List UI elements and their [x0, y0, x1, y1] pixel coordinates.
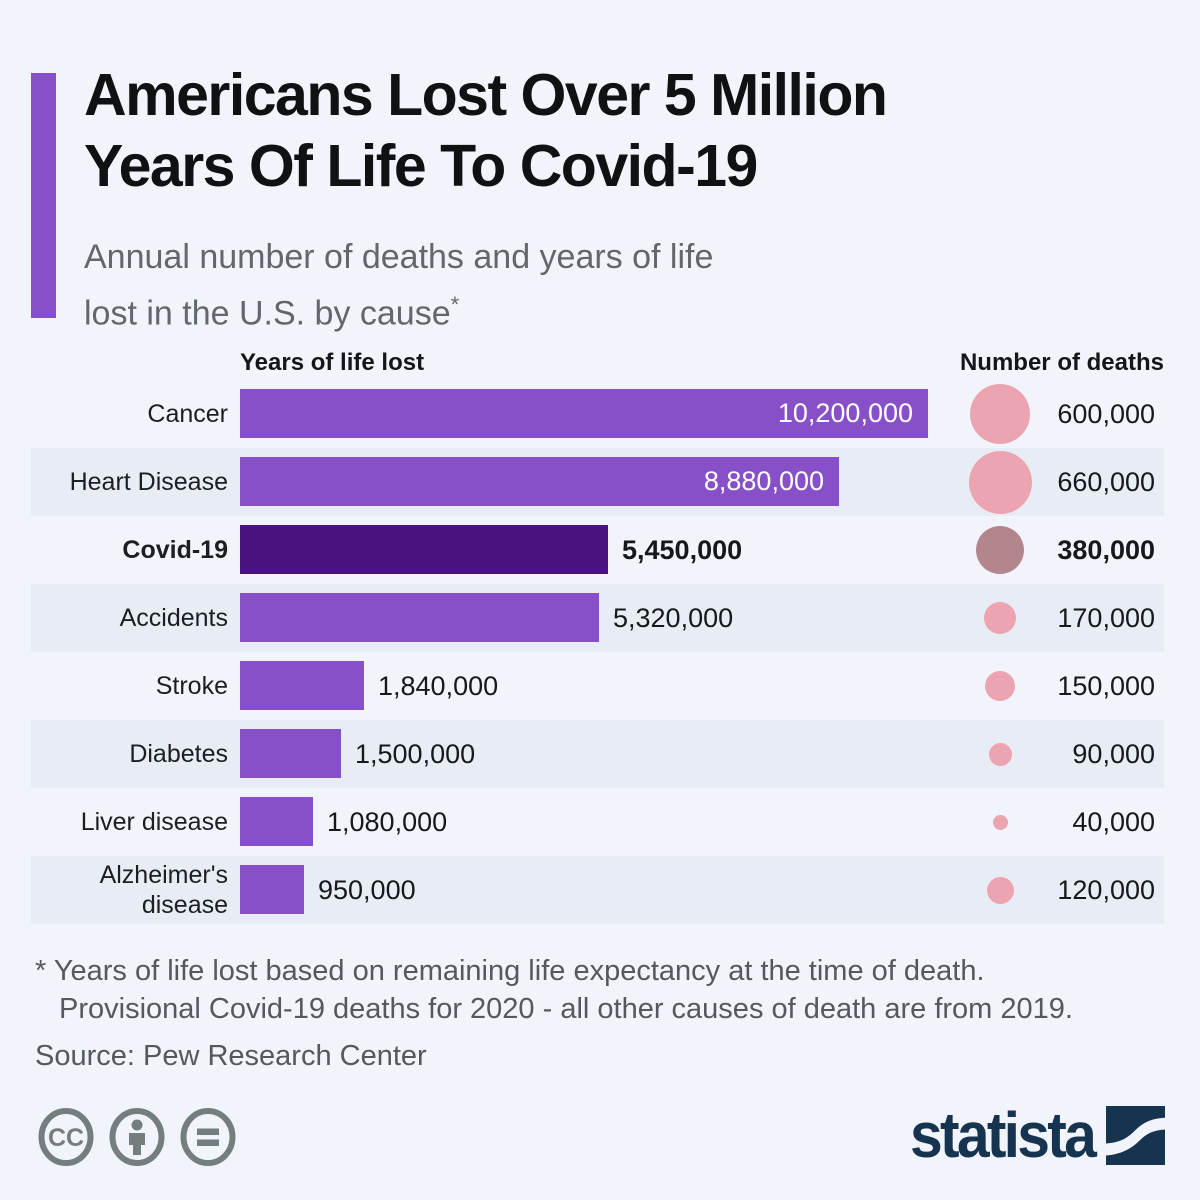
chart-rows: Cancer 10,200,000 600,000 Heart Disease 8,88…: [0, 380, 1200, 924]
page-title: Americans Lost Over 5 Million Years Of L…: [84, 60, 1184, 202]
footnote-line2: Provisional Covid-19 deaths for 2020 - a…: [59, 993, 1073, 1025]
deaths-circle: [976, 526, 1024, 574]
deaths-circle: [992, 814, 1008, 830]
category-label: Diabetes: [129, 740, 228, 768]
column-header-number-of-deaths: Number of deaths: [959, 349, 1164, 376]
title-accent-bar: [31, 73, 56, 318]
deaths-circle: [970, 384, 1030, 444]
chart-row: Heart Disease 8,880,000 660,000: [0, 448, 1200, 516]
years-lost-bar: [240, 593, 599, 642]
chart-row: Covid-19 5,450,000 380,000: [0, 516, 1200, 584]
svg-text:CC: CC: [48, 1124, 84, 1152]
deaths-circle: [985, 671, 1015, 701]
chart-row: Stroke 1,840,000 150,000: [0, 652, 1200, 720]
footnote-asterisk: *: [450, 292, 460, 317]
chart-row: Accidents 5,320,000 170,000: [0, 584, 1200, 652]
years-lost-value: 950,000: [318, 874, 416, 905]
chart-row: Alzheimer's disease 950,000 120,000: [0, 856, 1200, 924]
statista-logo: statista: [894, 1098, 1165, 1172]
deaths-circle: [984, 602, 1016, 634]
statista-logo-text: statista: [909, 1099, 1097, 1171]
deaths-value: 90,000: [1072, 738, 1155, 769]
years-lost-value: 1,500,000: [355, 738, 476, 769]
category-label: Accidents: [119, 604, 228, 632]
source-credit: Source: Pew Research Center: [35, 1040, 427, 1072]
page-title-line2: Years Of Life To Covid-19: [84, 133, 758, 199]
years-lost-bar: [240, 729, 341, 778]
equals-icon: [180, 1108, 236, 1166]
cc-icon: CC: [38, 1108, 94, 1166]
category-label: Heart Disease: [69, 468, 228, 496]
deaths-value: 660,000: [1057, 466, 1155, 497]
page-subtitle-line2-text: lost in the U.S. by cause: [84, 294, 451, 333]
deaths-circle: [968, 450, 1032, 514]
page-subtitle: Annual number of deaths and years of lif…: [84, 234, 1084, 337]
category-label: Alzheimer's disease: [99, 861, 228, 919]
years-lost-bar: [240, 661, 364, 710]
deaths-value: 170,000: [1057, 602, 1155, 633]
category-label: Covid-19: [122, 536, 228, 564]
chart-row: Liver disease 1,080,000 40,000: [0, 788, 1200, 856]
page-subtitle-line2: lost in the U.S. by cause*: [84, 281, 1084, 337]
page-subtitle-line1: Annual number of deaths and years of lif…: [84, 238, 714, 276]
years-lost-bar: [240, 865, 304, 914]
footnote-line1: * Years of life lost based on remaining …: [35, 955, 985, 987]
years-lost-value: 10,200,000: [777, 398, 913, 428]
license-icons: CC: [38, 1108, 236, 1166]
page-title-line1: Americans Lost Over 5 Million: [84, 62, 888, 128]
category-label: Liver disease: [80, 808, 228, 836]
years-lost-bar: [240, 797, 313, 846]
years-lost-bar: 10,200,000: [240, 389, 928, 438]
attribution-person-icon: [109, 1108, 165, 1166]
deaths-circle: [988, 742, 1012, 766]
chart-row: Cancer 10,200,000 600,000: [0, 380, 1200, 448]
deaths-value: 380,000: [1057, 534, 1155, 565]
row-background-band: [31, 856, 1164, 924]
deaths-value: 600,000: [1057, 398, 1155, 429]
row-background-band: [31, 720, 1164, 788]
years-lost-bar: [240, 525, 608, 574]
years-lost-value: 5,450,000: [622, 534, 743, 565]
chart-row: Diabetes 1,500,000 90,000: [0, 720, 1200, 788]
footnote: * Years of life lost based on remaining …: [35, 952, 1073, 1028]
deaths-circle: [986, 876, 1014, 904]
deaths-value: 40,000: [1072, 806, 1155, 837]
category-label: Cancer: [147, 400, 228, 428]
column-header-years-of-life-lost: Years of life lost: [240, 349, 425, 376]
years-lost-value: 5,320,000: [613, 602, 734, 633]
years-lost-value: 8,880,000: [703, 466, 824, 496]
statista-logo-mark-icon: [1106, 1105, 1165, 1165]
years-lost-bar: 8,880,000: [240, 457, 839, 506]
deaths-value: 150,000: [1057, 670, 1155, 701]
years-lost-value: 1,080,000: [327, 806, 448, 837]
years-lost-value: 1,840,000: [378, 670, 499, 701]
deaths-value: 120,000: [1057, 874, 1155, 905]
category-label: Stroke: [155, 672, 228, 700]
